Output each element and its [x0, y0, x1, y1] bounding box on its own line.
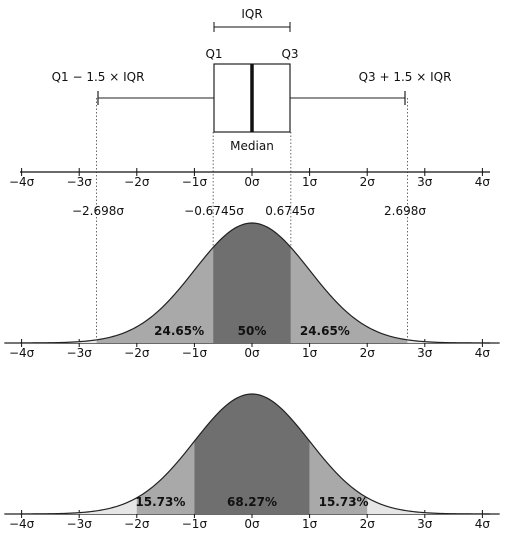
region-percentage-label: 15.73%	[135, 495, 185, 509]
median-label: Median	[230, 139, 274, 153]
axis-top: −4σ −3σ −2σ −1σ 0σ 1σ 2σ 3σ 4σ	[9, 168, 490, 189]
axis-tick-label: −2σ	[124, 346, 150, 360]
axis-bottom: −4σ −3σ −2σ −1σ 0σ 1σ 2σ 3σ 4σ	[9, 510, 490, 531]
axis-tick-label: −1σ	[182, 517, 208, 531]
quartile-boundary-labels: −2.698σ −0.6745σ 0.6745σ 2.698σ	[72, 204, 426, 218]
axis-tick-label: −3σ	[67, 175, 93, 189]
axis-tick-label: 0σ	[244, 346, 260, 360]
axis-tick-label: 4σ	[475, 517, 491, 531]
region-percentage-label: 50%	[238, 324, 267, 338]
region-area	[290, 247, 408, 343]
axis-tick-label: 4σ	[475, 346, 491, 360]
axis-tick-label: 1σ	[302, 346, 318, 360]
axis-tick-label: −2σ	[124, 175, 150, 189]
curve-outline	[4, 222, 500, 344]
axis-tick-label: 3σ	[417, 346, 433, 360]
axis-tick-label: 2σ	[360, 346, 376, 360]
axis-tick-label: 0σ	[244, 175, 260, 189]
region-percentage-label: 68.27%	[227, 495, 277, 509]
region-area	[194, 394, 310, 514]
axis-tick-label: 2σ	[360, 517, 376, 531]
q1-label: Q1	[205, 47, 222, 61]
iqr-label: IQR	[241, 7, 262, 21]
axis-tick-label: 4σ	[475, 175, 491, 189]
region-percentage-label: 15.73%	[319, 495, 369, 509]
axis-tick-label: 0σ	[244, 517, 260, 531]
curve-outline	[4, 393, 500, 515]
axis-tick-label: −3σ	[67, 346, 93, 360]
region-area	[213, 223, 291, 343]
axis-tick-label: 1σ	[302, 517, 318, 531]
axis-tick-label: −4σ	[9, 517, 35, 531]
axis-tick-label: −4σ	[9, 346, 35, 360]
axis-tick-label: −2σ	[124, 517, 150, 531]
boundary-label: −2.698σ	[72, 204, 124, 218]
boundary-label: 2.698σ	[384, 204, 426, 218]
axis-tick-label: 1σ	[302, 175, 318, 189]
axis-tick-label: 3σ	[417, 517, 433, 531]
normal-distribution-sigma: 15.73% 68.27% 15.73%	[4, 393, 500, 515]
axis-tick-label: −1σ	[182, 346, 208, 360]
q3-label: Q3	[281, 47, 298, 61]
region-percentage-label: 24.65%	[300, 324, 350, 338]
axis-tick-label: −1σ	[182, 175, 208, 189]
axis-tick-label: −4σ	[9, 175, 35, 189]
upper-whisker-label: Q3 + 1.5 × IQR	[359, 70, 452, 84]
axis-tick-label: −3σ	[67, 517, 93, 531]
normal-distribution-quartiles: 24.65% 50% 24.65%	[4, 222, 500, 344]
boundary-label: −0.6745σ	[184, 204, 244, 218]
lower-whisker-label: Q1 − 1.5 × IQR	[52, 70, 145, 84]
region-percentage-label: 24.65%	[154, 324, 204, 338]
box-plot: IQR Q1 Q3 Q1 − 1.5 × IQR Q3 + 1.5 × IQR …	[52, 7, 452, 153]
boundary-label: 0.6745σ	[265, 204, 315, 218]
axis-tick-label: 2σ	[360, 175, 376, 189]
region-area	[96, 247, 214, 343]
axis-tick-label: 3σ	[417, 175, 433, 189]
